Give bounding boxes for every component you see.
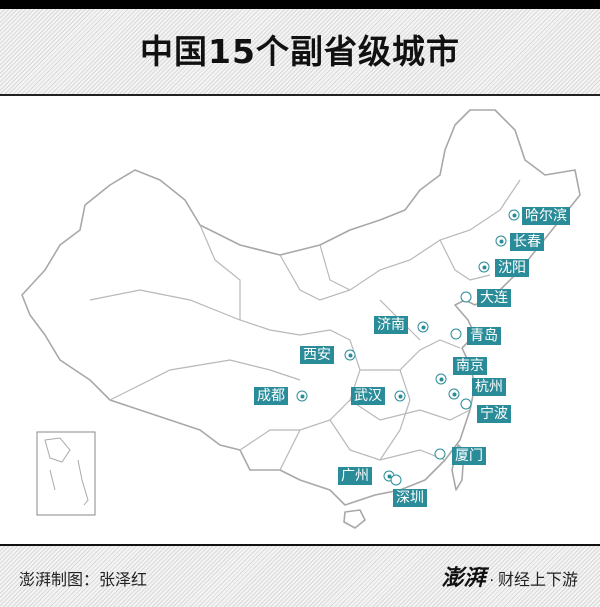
footer: 澎湃制图：张泽红 澎湃 · 财经上下游 [0, 544, 600, 607]
city-label-nanjing: 南京 [453, 357, 487, 375]
page-title: 中国15个副省级城市 [140, 32, 460, 71]
country-outline [21, 109, 581, 506]
city-label-xiamen: 厦门 [452, 447, 486, 465]
map-outline [21, 109, 581, 529]
logo-mark: 澎湃 [441, 565, 486, 591]
city-label-shenzhen: 深圳 [393, 489, 427, 507]
city-marker-harbin [508, 209, 520, 221]
city-marker-hangzhou [448, 388, 460, 400]
province-borders [89, 179, 521, 471]
logo-text: 财经上下游 [497, 570, 578, 589]
map-credit: 澎湃制图：张泽红 [19, 570, 148, 589]
city-label-guangzhou: 广州 [338, 467, 372, 485]
city-marker-qingdao [450, 328, 462, 340]
city-label-harbin: 哈尔滨 [522, 207, 570, 225]
city-marker-xiamen [434, 448, 446, 460]
city-label-wuhan: 武汉 [351, 387, 385, 405]
city-label-shenyang: 沈阳 [495, 259, 529, 277]
city-label-dalian: 大连 [477, 289, 511, 307]
china-map: 哈尔滨 长春 沈阳 大连 济南 青岛 西安 南京 杭州 宁波 成都 武汉 厦门 … [0, 96, 600, 544]
city-marker-changchun [495, 235, 507, 247]
city-label-qingdao: 青岛 [467, 327, 501, 345]
city-label-xian: 西安 [300, 346, 334, 364]
city-marker-chengdu [296, 390, 308, 402]
logo-separator: · [489, 573, 494, 589]
city-label-ningbo: 宁波 [477, 405, 511, 423]
header: 中国15个副省级城市 [0, 9, 600, 96]
city-label-jinan: 济南 [374, 316, 408, 334]
city-marker-xian [344, 349, 356, 361]
city-marker-dalian [460, 291, 472, 303]
city-marker-nanjing [435, 373, 447, 385]
city-label-hangzhou: 杭州 [472, 378, 506, 396]
city-marker-ningbo [460, 398, 472, 410]
city-label-chengdu: 成都 [254, 387, 288, 405]
city-marker-jinan [417, 321, 429, 333]
hainan-outline [343, 509, 366, 529]
city-marker-shenyang [478, 261, 490, 273]
city-marker-wuhan [394, 390, 406, 402]
city-marker-shenzhen [390, 474, 402, 486]
publisher-logo: 澎湃 · 财经上下游 [442, 560, 578, 592]
top-bar [0, 0, 600, 9]
south-china-sea-inset [36, 431, 96, 516]
city-label-changchun: 长春 [510, 233, 544, 251]
